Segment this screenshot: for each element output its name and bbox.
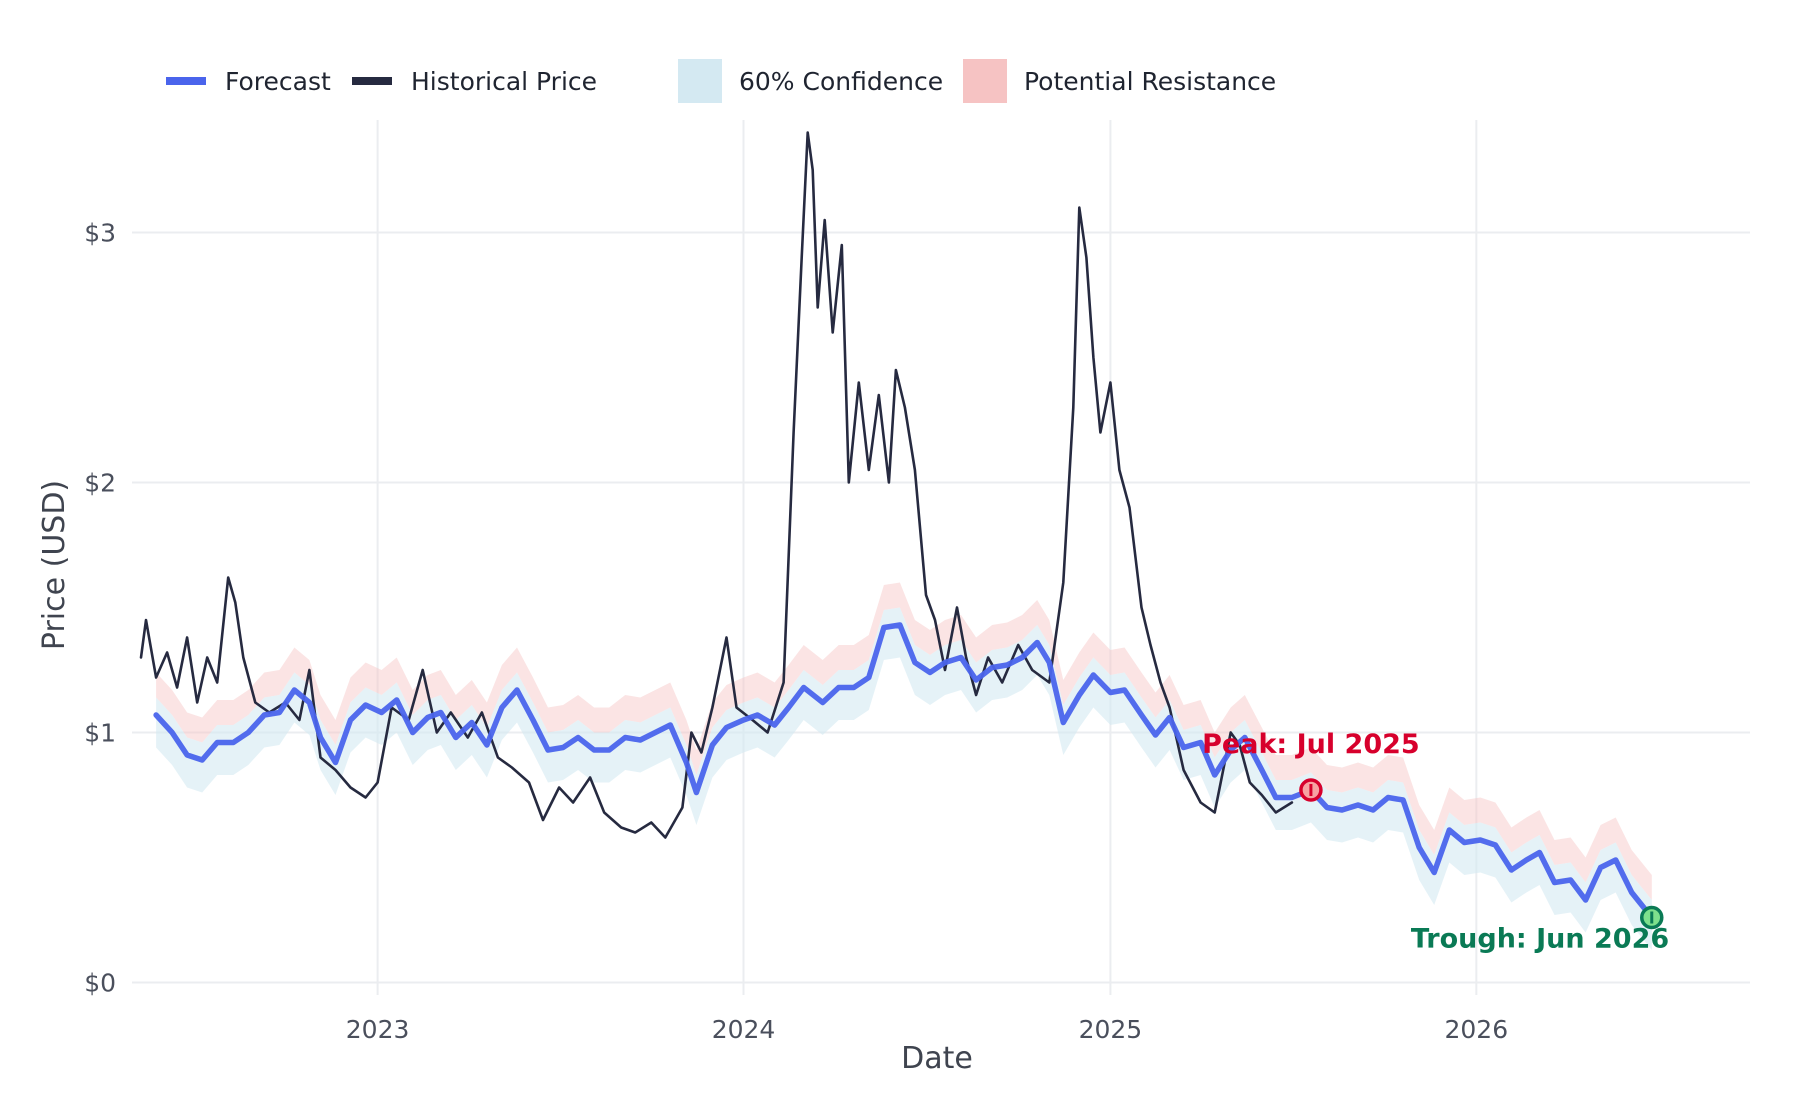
peak-annotation-label: Peak: Jul 2025: [1202, 729, 1420, 760]
series-lines: [139, 131, 1655, 921]
confidence-band: [156, 607, 1652, 950]
y-tick-label: $1: [84, 719, 116, 748]
y-tick-label: $0: [84, 969, 116, 998]
x-tick-label: 2025: [1079, 1015, 1143, 1044]
historical-price-line: [139, 131, 1294, 839]
legend-swatch-resistance: [963, 59, 1007, 103]
legend-swatch-forecast: [166, 77, 206, 85]
x-tick-label: 2024: [712, 1015, 776, 1044]
legend: Forecast Historical Price 60% Confidence…: [166, 59, 1276, 103]
x-tick-label: 2026: [1445, 1015, 1509, 1044]
x-tick-label: 2023: [346, 1015, 410, 1044]
legend-swatch-historical: [352, 77, 392, 85]
legend-label-confidence: 60% Confidence: [739, 67, 943, 96]
annotations: Peak: Jul 2025 Trough: Jun 2026: [1202, 729, 1669, 955]
legend-label-forecast: Forecast: [225, 67, 331, 96]
legend-swatch-confidence: [678, 59, 722, 103]
y-axis-title: Price (USD): [37, 480, 72, 650]
trough-annotation-label: Trough: Jun 2026: [1411, 924, 1669, 955]
y-tick-label: $2: [84, 469, 116, 498]
y-tick-label: $3: [84, 219, 116, 248]
tick-labels: $0 $1 $2 $3 2023 2024 2025 2026: [84, 219, 1508, 1045]
forecast-line: [153, 622, 1655, 921]
legend-label-historical: Historical Price: [411, 67, 597, 96]
legend-label-resistance: Potential Resistance: [1024, 67, 1276, 96]
x-axis-title: Date: [901, 1041, 973, 1076]
